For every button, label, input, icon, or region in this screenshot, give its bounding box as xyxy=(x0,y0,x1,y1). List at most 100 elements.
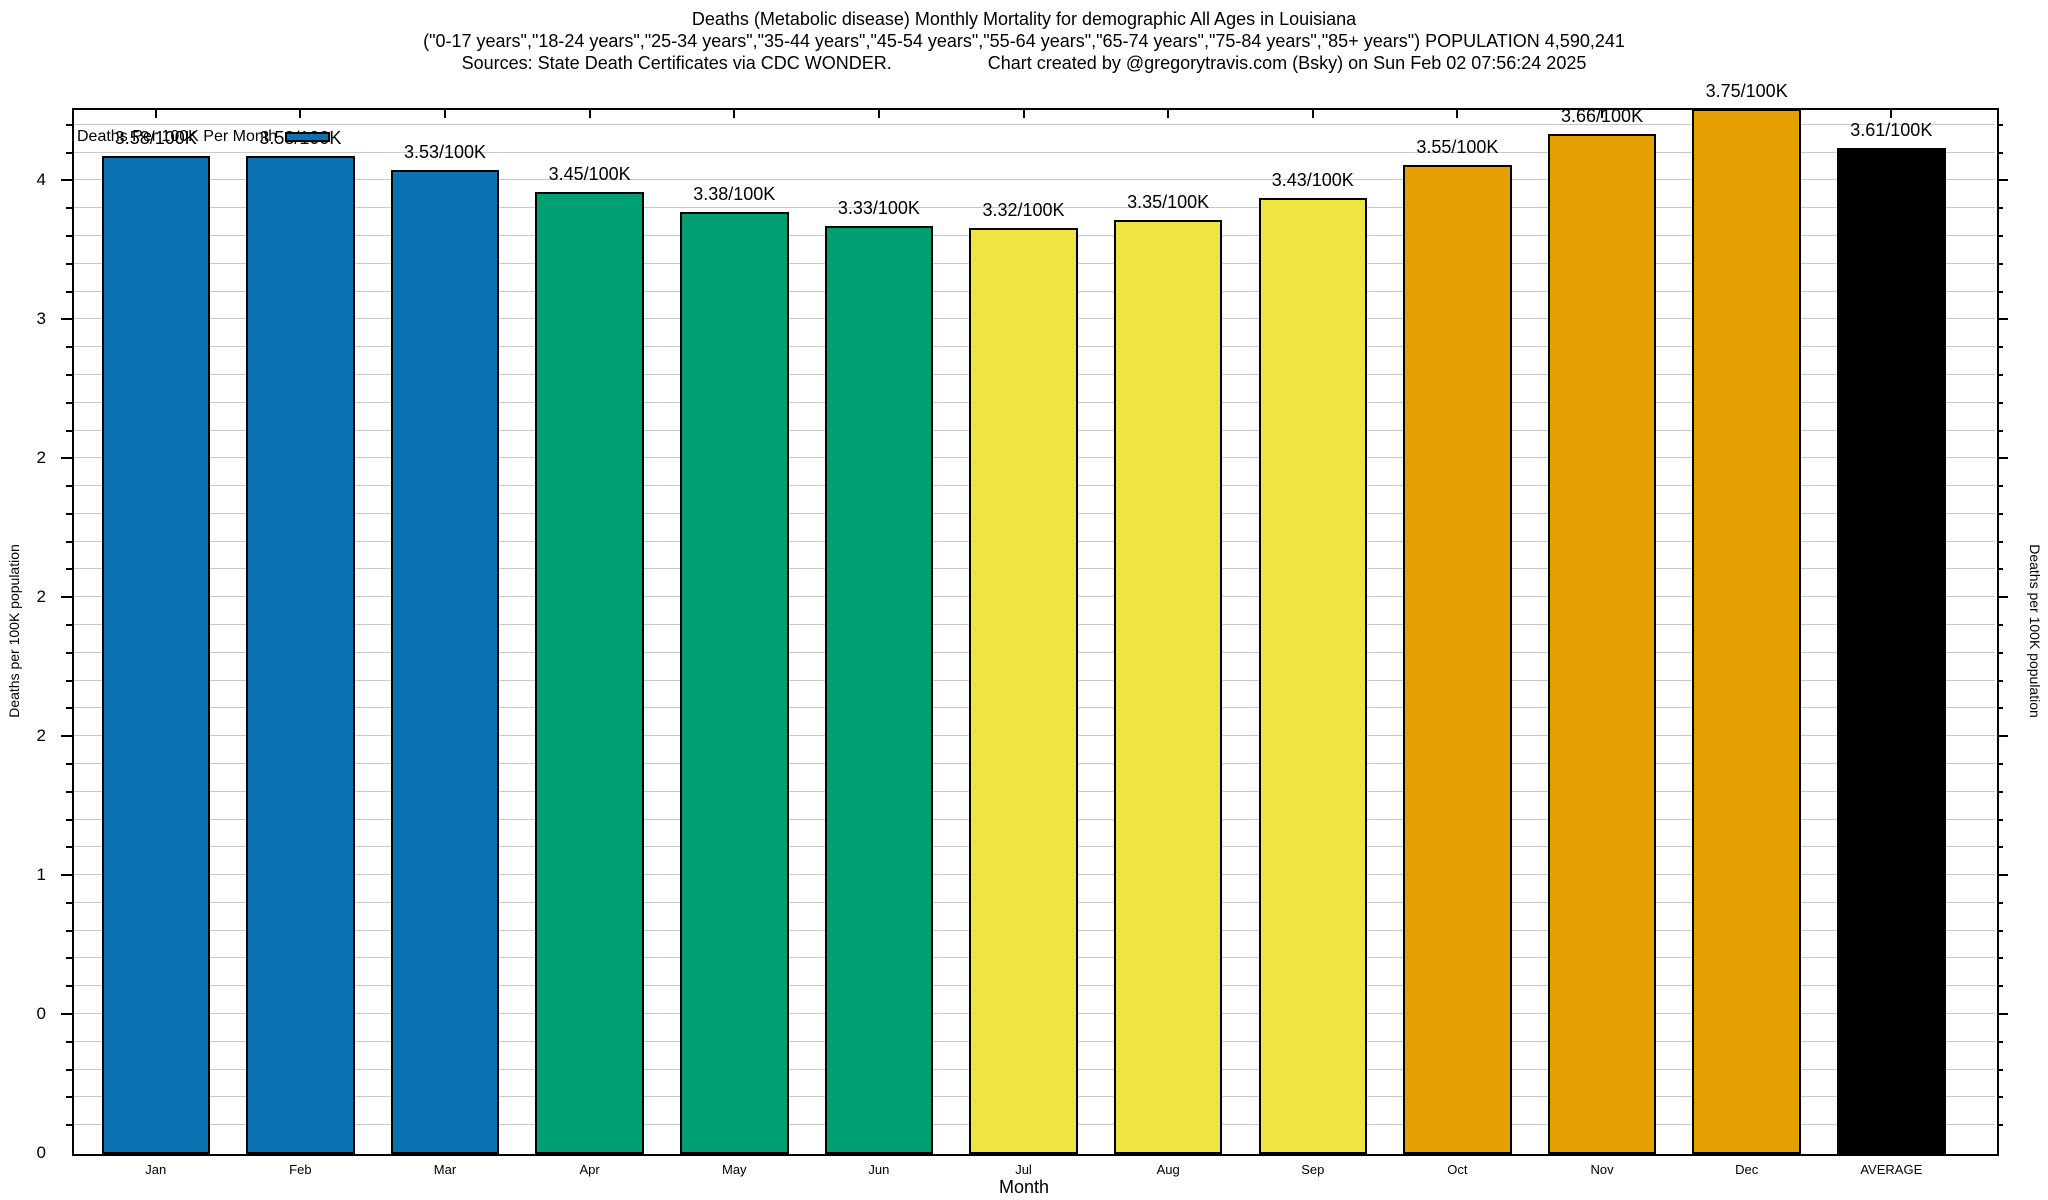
y-tick-right xyxy=(1997,1040,2003,1043)
month-label: Sep xyxy=(1301,1162,1325,1177)
y-tick-left xyxy=(66,818,72,821)
y-tick-right xyxy=(1997,1124,2003,1127)
y-tick-left xyxy=(66,568,72,571)
y-tick-right xyxy=(1997,568,2003,571)
gridline xyxy=(74,123,1995,125)
bar-value-label: 3.32/100K xyxy=(982,200,1065,221)
month-label: Jun xyxy=(868,1162,890,1177)
y-tick-left xyxy=(61,179,72,182)
y-tick-left xyxy=(66,790,72,793)
bar-value-label: 3.43/100K xyxy=(1271,169,1354,190)
y-tick-left xyxy=(66,762,72,765)
y-tick-right xyxy=(1997,1068,2003,1071)
y-tick-left xyxy=(66,401,72,404)
y-tick-left xyxy=(66,651,72,654)
bar xyxy=(535,192,644,1154)
month-label: Aug xyxy=(1156,1162,1180,1177)
y-tick-right xyxy=(1997,679,2003,682)
y-tick-left xyxy=(66,373,72,376)
x-tick-top xyxy=(1890,110,1893,118)
month-label: Apr xyxy=(579,1162,600,1177)
chart-title-line2: ("0-17 years","18-24 years","25-34 years… xyxy=(423,31,1625,51)
x-tick-top xyxy=(1456,110,1459,118)
y-tick-right xyxy=(1997,457,2008,460)
y-tick-label: 1 xyxy=(36,865,46,885)
y-tick-label: 2 xyxy=(36,448,46,468)
bar-value-label: 3.45/100K xyxy=(548,164,631,185)
bar xyxy=(1692,109,1801,1154)
y-tick-left xyxy=(66,235,72,238)
y-tick-right xyxy=(1997,290,2003,293)
y-tick-left xyxy=(61,457,72,460)
gridline xyxy=(74,207,1995,209)
y-tick-left xyxy=(66,123,72,126)
y-tick-right xyxy=(1997,401,2003,404)
y-tick-right xyxy=(1997,846,2003,849)
bar-value-label: 3.53/100K xyxy=(403,142,487,163)
y-tick-left xyxy=(66,985,72,988)
bar xyxy=(101,156,210,1154)
bar xyxy=(824,225,934,1154)
y-tick-right xyxy=(1997,373,2003,376)
y-tick-left xyxy=(61,735,72,738)
y-tick-right xyxy=(1997,346,2003,349)
chart-credit-text: Chart created by @gregorytravis.com (Bsk… xyxy=(987,53,1587,73)
bar xyxy=(1258,197,1368,1154)
x-tick-top xyxy=(733,110,736,118)
legend-swatch xyxy=(285,132,331,142)
y-tick-left xyxy=(66,679,72,682)
bar xyxy=(1113,220,1223,1154)
x-tick-top xyxy=(154,110,157,118)
y-tick-right xyxy=(1997,929,2003,932)
bar-value-label: 3.35/100K xyxy=(1127,192,1210,213)
y-tick-left xyxy=(66,151,72,154)
bar xyxy=(390,170,500,1154)
bar xyxy=(969,228,1078,1154)
y-tick-right xyxy=(1997,207,2003,210)
legend-label: Deaths Per 100K Per Month xyxy=(77,128,278,145)
y-tick-label: 0 xyxy=(36,1143,46,1162)
gridline xyxy=(74,179,1995,181)
legend: Deaths Per 100K Per Month xyxy=(77,128,331,146)
bar xyxy=(1837,147,1946,1154)
y-tick-right xyxy=(1997,790,2003,793)
y-tick-label: 2 xyxy=(36,726,46,746)
y-tick-left xyxy=(66,901,72,904)
y-tick-right xyxy=(1997,901,2003,904)
bar-value-label: 3.75/100K xyxy=(1705,81,1788,101)
y-tick-right xyxy=(1997,985,2003,988)
x-tick-top xyxy=(444,110,446,118)
y-tick-left xyxy=(66,262,72,265)
y-tick-left xyxy=(66,290,72,293)
plot-frame xyxy=(72,108,1999,1156)
y-tick-left xyxy=(66,846,72,849)
y-tick-left xyxy=(66,1040,72,1043)
gridline xyxy=(74,151,1995,153)
x-tick-top xyxy=(1167,110,1170,118)
x-tick-top xyxy=(299,110,302,118)
month-label: Feb xyxy=(289,1162,312,1177)
x-tick-top xyxy=(588,110,591,118)
y-axis-title-left: Deaths per 100K population xyxy=(6,544,22,718)
y-axis-title-right: Deaths per 100K population xyxy=(2027,544,2043,718)
bar xyxy=(246,156,355,1154)
y-tick-left xyxy=(66,429,72,432)
y-tick-left xyxy=(61,1013,72,1016)
y-tick-label: 2 xyxy=(36,587,46,607)
chart-title-line1: Deaths (Metabolic disease) Monthly Morta… xyxy=(691,9,1357,29)
y-tick-right xyxy=(1997,762,2003,765)
x-tick-top xyxy=(1022,110,1025,118)
y-tick-left xyxy=(66,707,72,710)
y-tick-left xyxy=(66,346,72,349)
y-tick-right xyxy=(1997,735,2008,738)
y-tick-left xyxy=(61,596,72,599)
y-tick-right xyxy=(1997,818,2003,821)
y-tick-left xyxy=(66,1096,72,1099)
chart-sources-text: Sources: State Death Certificates via CD… xyxy=(461,53,892,73)
y-tick-right xyxy=(1997,151,2003,154)
y-tick-right xyxy=(1997,957,2003,960)
month-label: Jul xyxy=(1015,1162,1032,1177)
bar-value-label: 3.66/100K xyxy=(1561,106,1644,126)
y-tick-right xyxy=(1997,179,2008,182)
